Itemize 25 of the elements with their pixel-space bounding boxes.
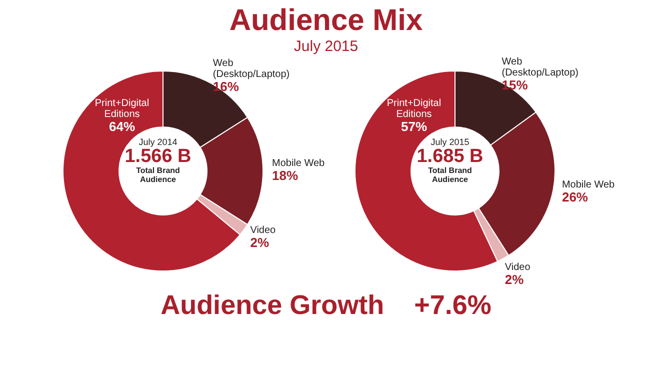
data-label: 2% xyxy=(504,272,524,287)
slice-label: Print+Digital Editions xyxy=(94,98,150,120)
data-label: 2% xyxy=(250,235,270,250)
slice-label: Web (Desktop/Laptop) xyxy=(502,56,578,78)
text: July 2014 xyxy=(138,137,178,148)
data-label: 16% xyxy=(212,79,240,94)
slice-label: Mobile Web xyxy=(562,179,616,190)
text: July 2015 xyxy=(430,137,470,148)
data-label: 18% xyxy=(272,168,298,183)
text: 1.685 B xyxy=(416,146,484,168)
data-label: 15% xyxy=(502,77,528,92)
text: Audience Growth +7.6% xyxy=(160,290,492,321)
text: 1.566 B xyxy=(124,146,192,168)
text: Total Brand Audience xyxy=(135,166,181,184)
slice-label: Mobile Web xyxy=(272,158,326,169)
chart-subtitle: July 2015 xyxy=(292,38,360,55)
chart-title: Audience Mix xyxy=(228,4,424,38)
data-label: 26% xyxy=(562,189,588,204)
slice-label: Video xyxy=(250,225,276,236)
slice-label: Video xyxy=(504,262,531,273)
text: Total Brand Audience xyxy=(427,166,473,184)
slice-label: Web (Desktop/Laptop) xyxy=(212,58,290,80)
data-label: 64% xyxy=(108,119,136,134)
slice-label: Print+Digital Editions xyxy=(386,98,442,120)
data-label: 57% xyxy=(400,119,428,134)
